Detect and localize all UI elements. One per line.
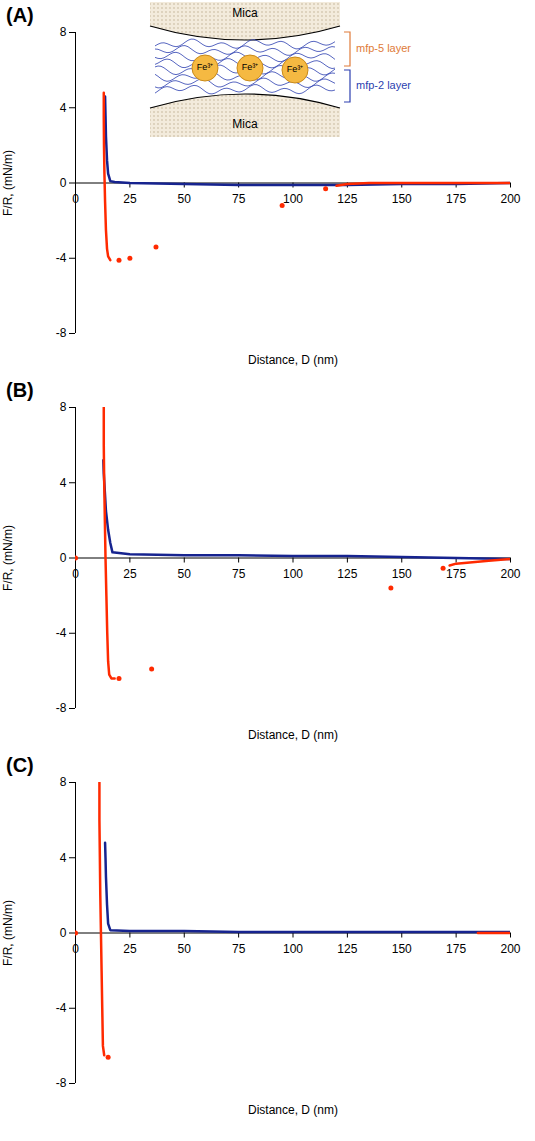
svg-text:200: 200 (500, 567, 520, 581)
svg-text:0: 0 (60, 926, 67, 940)
svg-text:Distance, D (nm): Distance, D (nm) (248, 1103, 338, 1117)
svg-text:-8: -8 (56, 326, 67, 340)
svg-text:175: 175 (446, 192, 466, 206)
svg-text:-4: -4 (56, 626, 67, 640)
html-text:(B): (B) (6, 379, 34, 401)
svg-text:75: 75 (232, 567, 246, 581)
svg-text:75: 75 (232, 192, 246, 206)
svg-text:F/R, (mN/m): F/R, (mN/m) (1, 525, 15, 591)
svg-text:0: 0 (72, 942, 79, 956)
svg-text:0: 0 (72, 567, 79, 581)
svg-text:8: 8 (60, 400, 67, 414)
svg-text:175: 175 (446, 567, 466, 581)
svg-text:mfp-5 layer: mfp-5 layer (356, 42, 411, 54)
svg-text:150: 150 (392, 567, 412, 581)
svg-text:25: 25 (123, 942, 137, 956)
svg-text:200: 200 (500, 192, 520, 206)
svg-text:mfp-2 layer: mfp-2 layer (356, 79, 411, 91)
svg-text:75: 75 (232, 942, 246, 956)
svg-text:Mica: Mica (232, 117, 258, 131)
svg-text:175: 175 (446, 942, 466, 956)
svg-text:-4: -4 (56, 1001, 67, 1015)
svg-text:8: 8 (60, 25, 67, 39)
svg-text:200: 200 (500, 942, 520, 956)
svg-text:125: 125 (337, 942, 357, 956)
svg-text:4: 4 (60, 101, 67, 115)
svg-text:50: 50 (178, 567, 192, 581)
svg-text:Distance, D (nm): Distance, D (nm) (248, 353, 338, 367)
svg-text:Fe³⁺: Fe³⁺ (197, 62, 214, 72)
svg-text:100: 100 (283, 567, 303, 581)
svg-text:Fe³⁺: Fe³⁺ (242, 62, 259, 72)
svg-text:8: 8 (60, 775, 67, 789)
svg-text:125: 125 (337, 567, 357, 581)
svg-text:25: 25 (123, 567, 137, 581)
svg-text:-8: -8 (56, 701, 67, 715)
svg-text:Mica: Mica (232, 6, 258, 20)
svg-text:Distance, D (nm): Distance, D (nm) (248, 728, 338, 742)
svg-text:50: 50 (178, 192, 192, 206)
svg-text:4: 4 (60, 851, 67, 865)
svg-text:-4: -4 (56, 251, 67, 265)
svg-text:0: 0 (60, 176, 67, 190)
svg-text:100: 100 (283, 942, 303, 956)
svg-text:125: 125 (337, 192, 357, 206)
svg-text:F/R, (mN/m): F/R, (mN/m) (1, 900, 15, 966)
svg-text:Fe³⁺: Fe³⁺ (287, 64, 304, 74)
svg-text:50: 50 (178, 942, 192, 956)
svg-text:-8: -8 (56, 1076, 67, 1090)
html-text:(A): (A) (6, 4, 34, 26)
svg-text:0: 0 (72, 192, 79, 206)
svg-text:100: 100 (283, 192, 303, 206)
svg-text:4: 4 (60, 476, 67, 490)
html-text:(C): (C) (6, 754, 34, 776)
svg-text:150: 150 (392, 192, 412, 206)
svg-text:F/R, (mN/m): F/R, (mN/m) (1, 150, 15, 216)
svg-text:150: 150 (392, 942, 412, 956)
svg-text:25: 25 (123, 192, 137, 206)
svg-text:0: 0 (60, 551, 67, 565)
